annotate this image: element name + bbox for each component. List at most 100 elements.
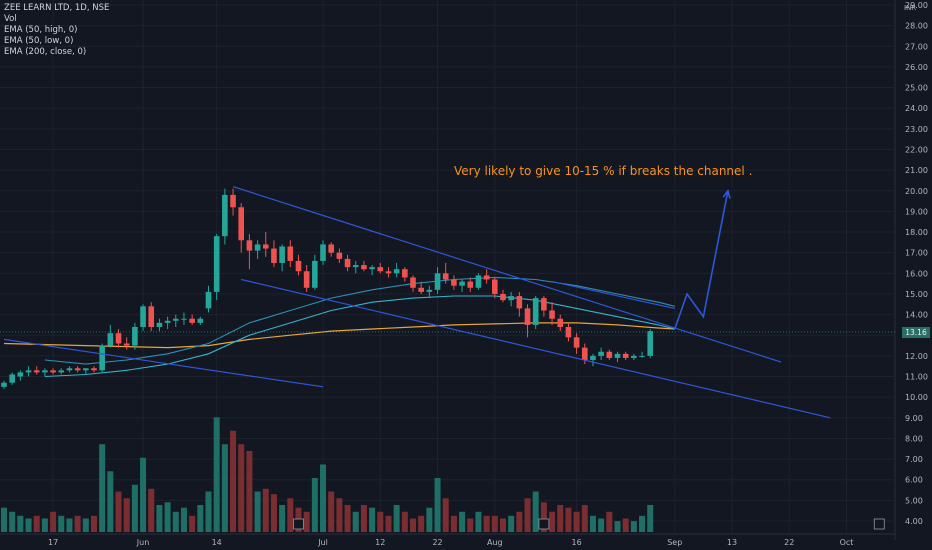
candle-body <box>410 277 416 288</box>
ema-50-high-line <box>44 276 675 365</box>
candle-body <box>549 310 555 319</box>
volume-bar <box>418 515 425 532</box>
y-tick-label: 19.00 <box>905 207 928 216</box>
candle-body <box>9 374 15 383</box>
y-tick-label: 4.00 <box>905 517 923 526</box>
y-tick-label: 15.00 <box>905 290 928 299</box>
volume-bar <box>115 491 122 532</box>
volume-bar <box>58 515 65 532</box>
x-tick-label: Jun <box>136 538 150 547</box>
volume-bar <box>74 515 81 532</box>
legend-symbol[interactable]: ZEE LEARN LTD, 1D, NSE <box>4 3 110 13</box>
candle-body <box>115 333 122 344</box>
legend-vol[interactable]: Vol <box>4 14 17 24</box>
volume-bar <box>532 491 539 532</box>
volume-bar <box>238 444 245 532</box>
volume-bar <box>1 507 7 532</box>
y-tick-label: 28.00 <box>905 22 928 31</box>
volume-bar <box>230 430 237 532</box>
volume-bar <box>426 507 433 532</box>
x-tick-label: Jul <box>317 538 328 547</box>
legend-ema-high[interactable]: EMA (50, high, 0) <box>4 25 78 35</box>
candle-body <box>213 236 220 292</box>
candle-body <box>17 372 24 377</box>
candle-body <box>402 269 408 278</box>
price-axis[interactable]: 4.00 5.00 6.00 7.00 8.00 9.00 10.00 11.00 12.00 1… <box>905 1 928 526</box>
volume-bar <box>140 457 147 532</box>
volume-bar <box>508 515 515 532</box>
volume-bar <box>254 491 261 532</box>
indicator-lines <box>0 276 895 378</box>
candle-body <box>164 320 171 323</box>
candle-body <box>426 289 433 292</box>
candle-body <box>197 318 204 323</box>
candle-body <box>83 368 89 371</box>
candle-body <box>492 279 498 294</box>
candle-body <box>107 333 114 346</box>
candle-body <box>50 370 56 373</box>
x-tick-label: 17 <box>48 538 58 547</box>
candle-body <box>148 306 155 327</box>
currency-label: INR <box>904 4 917 12</box>
candle-body <box>271 248 277 263</box>
x-tick-label: 12 <box>375 538 385 547</box>
candle-body <box>377 267 384 272</box>
candle-body <box>442 273 449 280</box>
volume-bar <box>270 494 277 532</box>
candle-body <box>156 322 163 327</box>
volume-bar <box>205 491 212 532</box>
volume-bar <box>385 515 392 532</box>
candle-body <box>508 296 514 301</box>
candle-body <box>516 296 523 309</box>
x-tick-label: 22 <box>432 538 442 547</box>
x-tick-label: 14 <box>212 538 222 547</box>
candle-body <box>295 260 302 272</box>
candle-body <box>369 267 375 270</box>
candle-body <box>434 273 441 290</box>
candle-body <box>123 343 130 346</box>
volume-bar <box>82 518 89 532</box>
legend-ema-low[interactable]: EMA (50, low, 0) <box>4 36 74 46</box>
last-price-tag: 13.16 <box>902 327 930 338</box>
time-axis[interactable]: 17 Jun 14 Jul 12 22 Aug 16 Sep 13 22 Oct <box>48 538 853 547</box>
volume-bar <box>320 464 327 532</box>
volume-bar <box>557 505 564 532</box>
volume-bar <box>475 511 482 532</box>
legend-ema-200[interactable]: EMA (200, close, 0) <box>4 47 87 57</box>
x-tick-label: 13 <box>727 538 737 547</box>
candle-body <box>303 271 310 288</box>
candle-body <box>500 293 506 301</box>
volume-bar <box>401 511 408 532</box>
x-tick-label: 16 <box>572 538 582 547</box>
candle-body <box>99 345 105 371</box>
y-tick-label: 12.00 <box>905 352 928 361</box>
volume-bar <box>336 498 343 532</box>
chart-legend: ZEE LEARN LTD, 1D, NSE Vol EMA (50, high… <box>4 3 109 58</box>
candle-body <box>573 337 580 348</box>
volume-bar <box>213 417 220 532</box>
candle-body <box>581 347 588 361</box>
candle-body <box>238 207 245 241</box>
candle-body <box>361 265 367 270</box>
volume-bar <box>442 498 449 532</box>
candle-body <box>287 246 294 261</box>
volume-bar <box>189 515 196 532</box>
volume-bar <box>279 505 286 532</box>
candle-body <box>254 244 261 251</box>
projection-arrowhead <box>722 188 731 199</box>
y-tick-label: 18.00 <box>905 228 928 237</box>
volume-bar <box>33 515 40 532</box>
candle-body <box>132 326 138 346</box>
volume-bar <box>630 521 637 532</box>
candle-body <box>262 244 269 249</box>
candle-body <box>42 370 48 373</box>
candle-body <box>246 240 253 251</box>
candles <box>1 188 654 389</box>
candle-body <box>483 275 490 280</box>
volume-bar <box>287 498 294 532</box>
candle-body <box>459 281 465 286</box>
volume-bar <box>328 491 335 532</box>
candle-body <box>336 252 343 259</box>
y-tick-label: 7.00 <box>905 455 923 464</box>
